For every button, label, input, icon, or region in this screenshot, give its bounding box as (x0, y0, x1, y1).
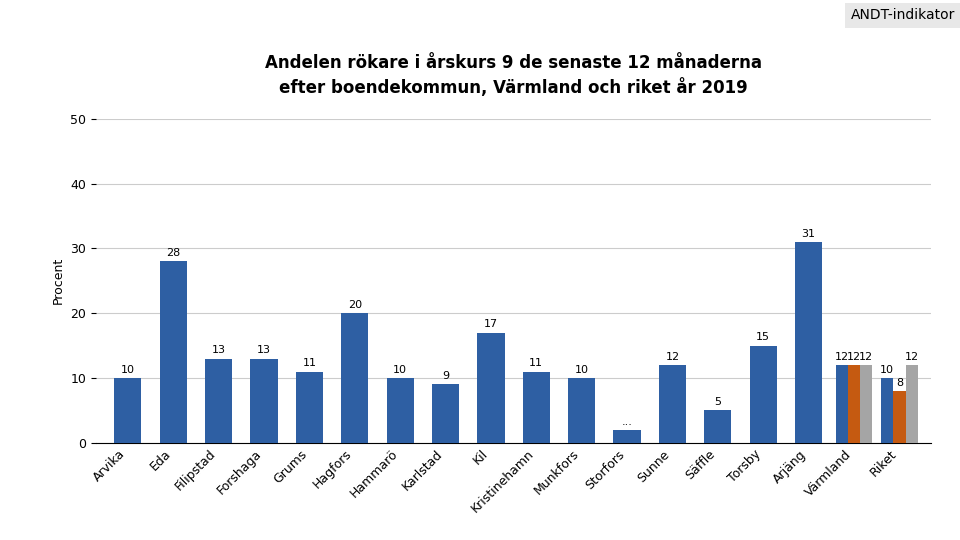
Text: 10: 10 (121, 364, 134, 375)
Text: 12: 12 (834, 352, 849, 362)
Bar (795, 242, 823, 443)
Text: 20: 20 (348, 300, 362, 310)
Bar (613, 430, 640, 443)
Text: 17: 17 (484, 319, 498, 329)
Bar (159, 261, 187, 443)
Bar (848, 365, 860, 443)
Bar (341, 313, 369, 443)
Text: ANDT-indikator: ANDT-indikator (851, 8, 955, 22)
Text: 12: 12 (665, 352, 680, 362)
Text: 8: 8 (896, 377, 903, 388)
Text: 28: 28 (166, 248, 180, 258)
Bar (705, 410, 732, 443)
Text: 10: 10 (394, 364, 407, 375)
Bar (860, 365, 873, 443)
Text: 31: 31 (802, 228, 816, 239)
Bar (387, 378, 414, 443)
Text: 13: 13 (211, 345, 226, 355)
Text: ...: ... (622, 416, 633, 427)
Text: Andelen rökare i årskurs 9 de senaste 12 månaderna
efter boendekommun, Värmland : Andelen rökare i årskurs 9 de senaste 12… (265, 54, 762, 97)
Bar (114, 378, 141, 443)
Bar (568, 378, 595, 443)
Bar (477, 333, 505, 443)
Bar (296, 372, 323, 443)
Bar (251, 359, 277, 443)
Text: 11: 11 (529, 358, 543, 368)
Bar (835, 365, 848, 443)
Text: 11: 11 (302, 358, 317, 368)
Text: 15: 15 (756, 332, 770, 342)
Bar (881, 378, 894, 443)
Y-axis label: Procent: Procent (52, 257, 64, 305)
Text: 10: 10 (575, 364, 588, 375)
Text: 12: 12 (847, 352, 861, 362)
Bar (522, 372, 550, 443)
Text: 5: 5 (714, 397, 721, 407)
Bar (204, 359, 232, 443)
Bar (659, 365, 686, 443)
Text: 12: 12 (859, 352, 874, 362)
Bar (750, 346, 777, 443)
Text: 13: 13 (257, 345, 271, 355)
Bar (432, 384, 459, 443)
Text: 10: 10 (880, 364, 894, 375)
Bar (894, 391, 905, 443)
Text: 12: 12 (904, 352, 919, 362)
Text: 9: 9 (442, 371, 449, 381)
Bar (905, 365, 918, 443)
